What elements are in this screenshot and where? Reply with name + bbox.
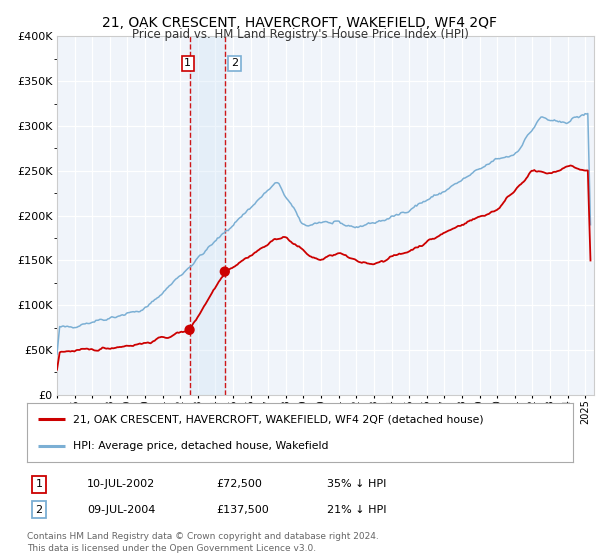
Text: 21, OAK CRESCENT, HAVERCROFT, WAKEFIELD, WF4 2QF (detached house): 21, OAK CRESCENT, HAVERCROFT, WAKEFIELD,… bbox=[73, 414, 484, 424]
Point bbox=[185, 325, 194, 334]
Text: 35% ↓ HPI: 35% ↓ HPI bbox=[327, 479, 386, 489]
Text: 21, OAK CRESCENT, HAVERCROFT, WAKEFIELD, WF4 2QF: 21, OAK CRESCENT, HAVERCROFT, WAKEFIELD,… bbox=[103, 16, 497, 30]
Text: £72,500: £72,500 bbox=[216, 479, 262, 489]
Text: 2: 2 bbox=[231, 58, 238, 68]
Text: 1: 1 bbox=[35, 479, 43, 489]
Point bbox=[220, 267, 230, 276]
Text: 21% ↓ HPI: 21% ↓ HPI bbox=[327, 505, 386, 515]
Text: Price paid vs. HM Land Registry's House Price Index (HPI): Price paid vs. HM Land Registry's House … bbox=[131, 28, 469, 41]
Bar bbox=[190, 36, 225, 395]
Text: 09-JUL-2004: 09-JUL-2004 bbox=[87, 505, 155, 515]
Text: 1: 1 bbox=[184, 58, 191, 68]
Text: 2: 2 bbox=[35, 505, 43, 515]
Text: Contains HM Land Registry data © Crown copyright and database right 2024.
This d: Contains HM Land Registry data © Crown c… bbox=[27, 532, 379, 553]
Text: 10-JUL-2002: 10-JUL-2002 bbox=[87, 479, 155, 489]
Text: £137,500: £137,500 bbox=[216, 505, 269, 515]
Text: HPI: Average price, detached house, Wakefield: HPI: Average price, detached house, Wake… bbox=[73, 441, 329, 451]
